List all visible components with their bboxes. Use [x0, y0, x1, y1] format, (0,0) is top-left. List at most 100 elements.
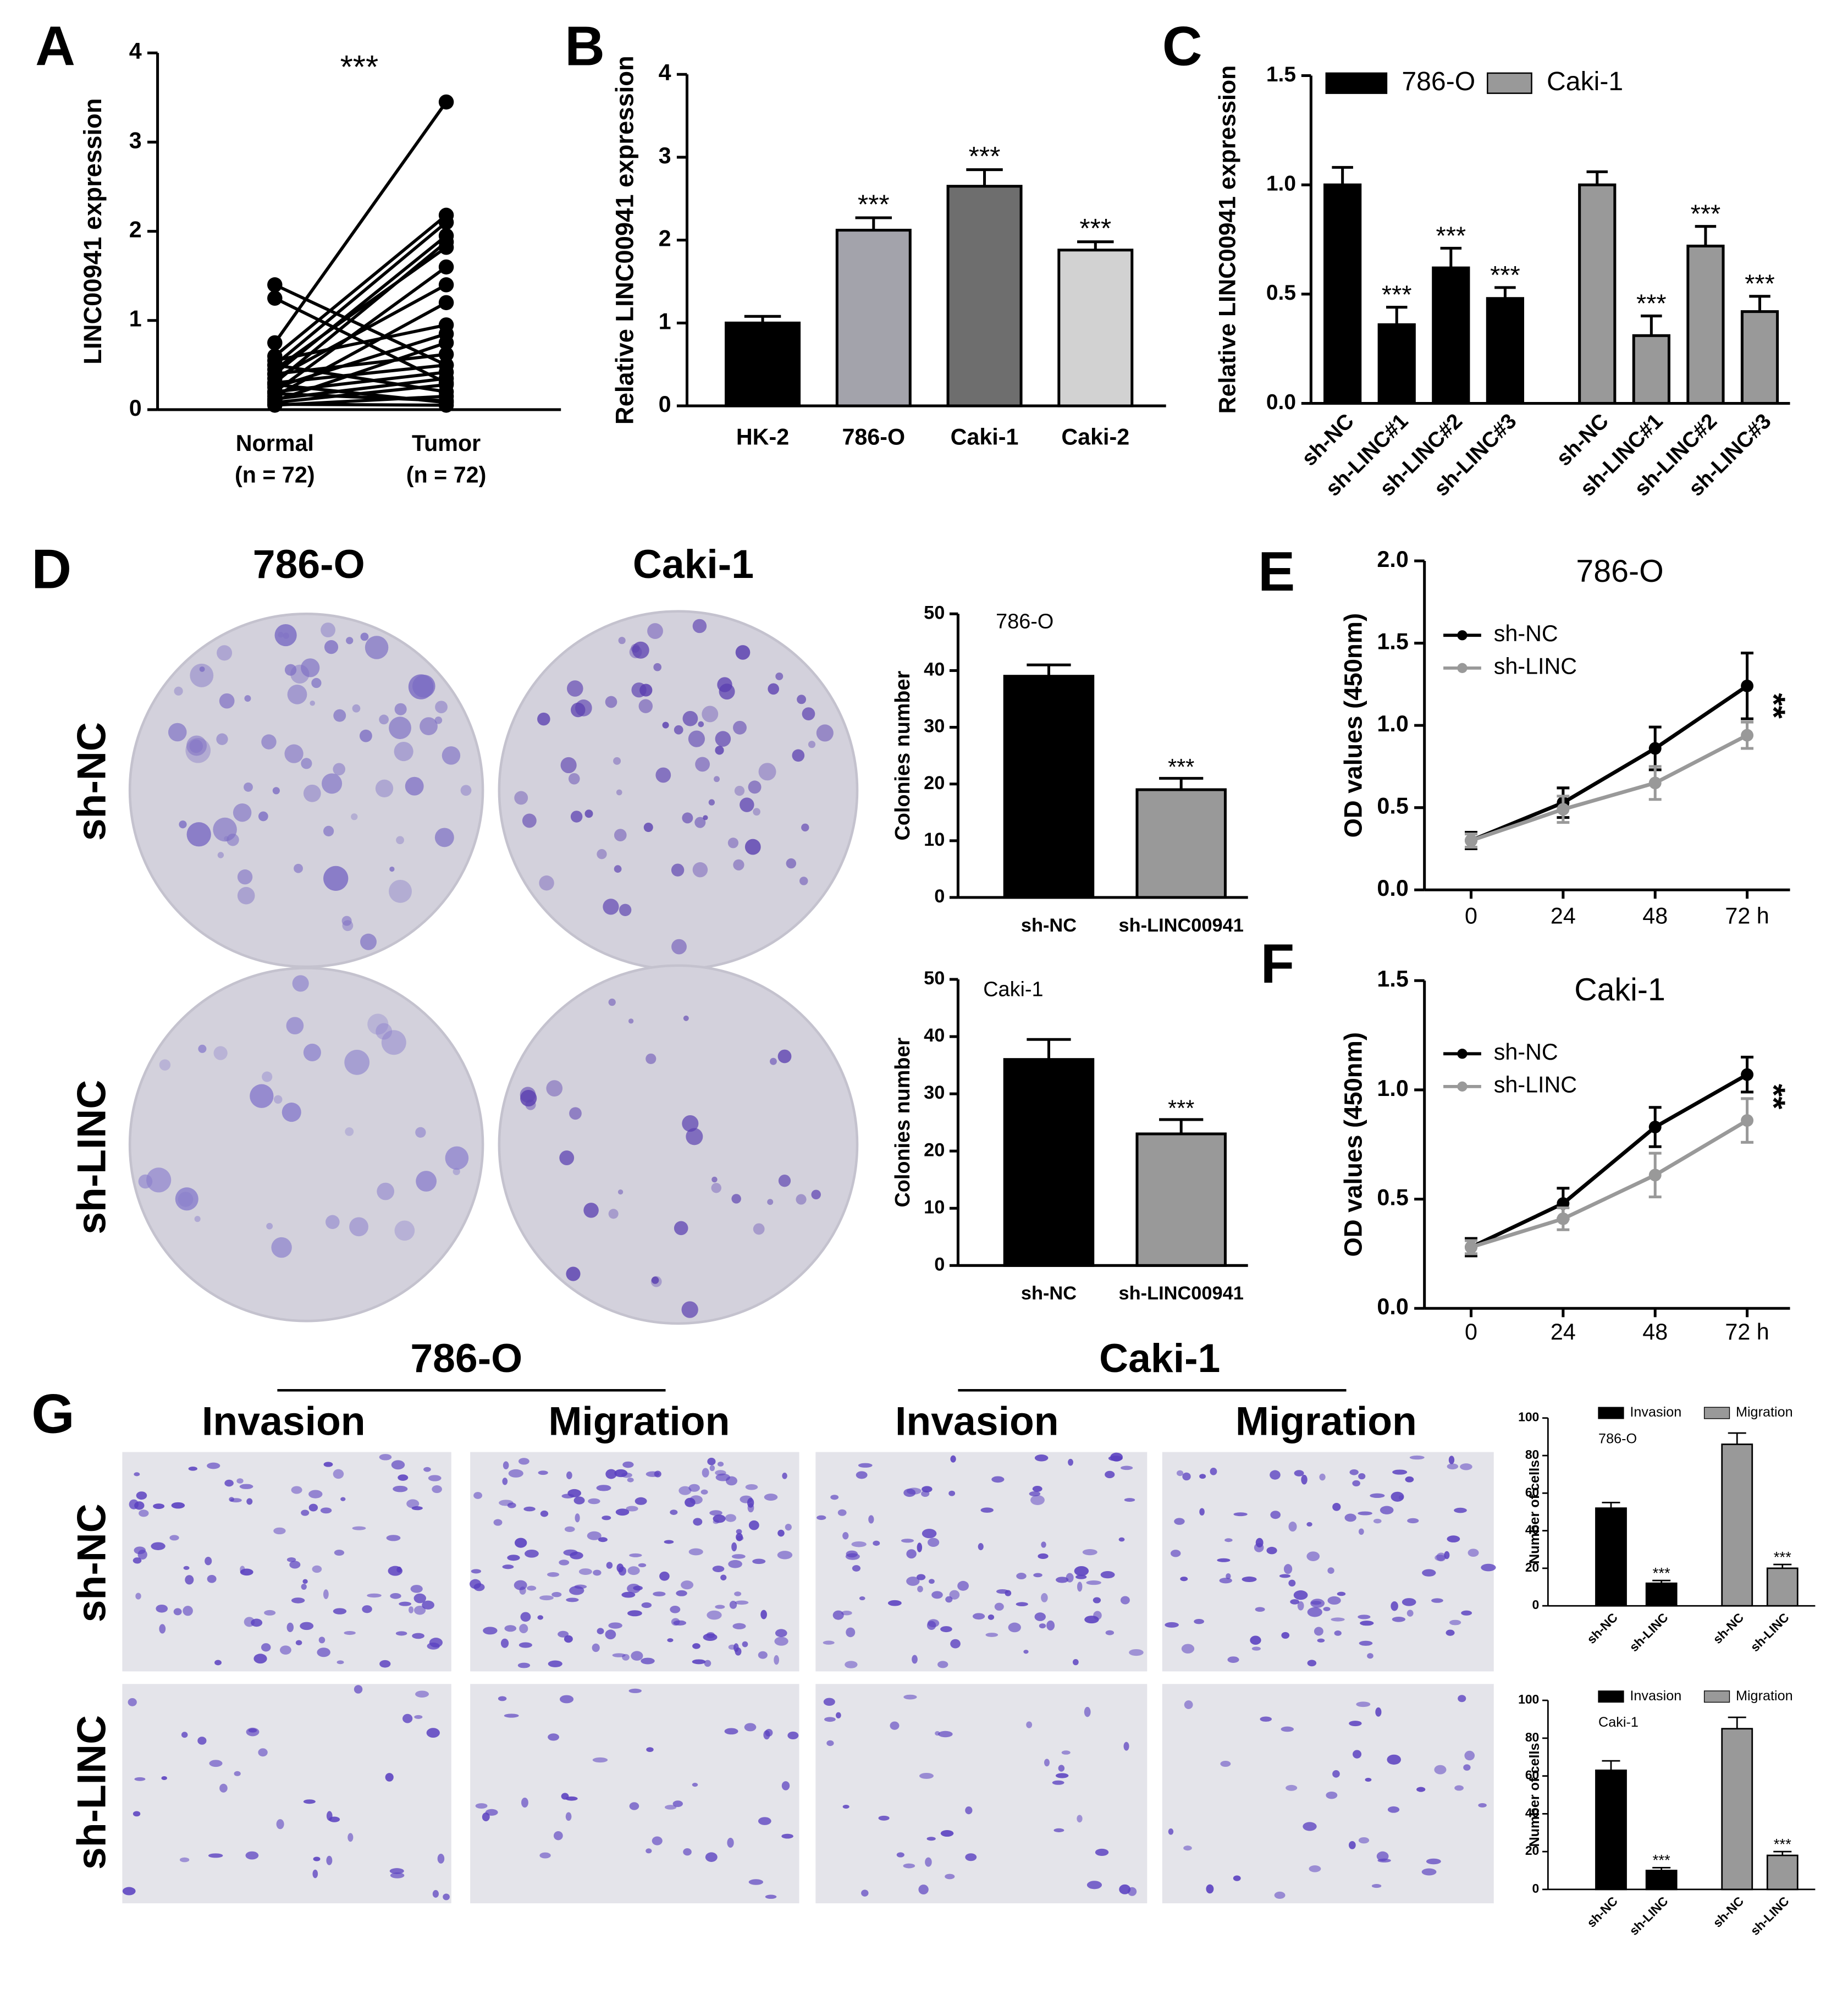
colony [186, 735, 207, 756]
significance: *** [1079, 213, 1111, 244]
cell [575, 1513, 580, 1523]
significance: *** [1774, 1836, 1791, 1853]
cell [706, 1632, 715, 1638]
cell [406, 1499, 420, 1508]
y-tick-label: 0 [1532, 1881, 1540, 1896]
pair-line [274, 246, 448, 371]
cell [646, 1848, 652, 1854]
cell [333, 1608, 347, 1615]
cell [1184, 1700, 1193, 1709]
cell [1360, 1621, 1374, 1626]
colony [301, 658, 320, 677]
cell [386, 1535, 401, 1541]
cell [1279, 1574, 1291, 1578]
cell [518, 1642, 532, 1648]
colony [767, 1199, 774, 1205]
cell [261, 1643, 271, 1652]
cell [1255, 1538, 1264, 1548]
cell [835, 1712, 841, 1718]
cell [443, 1893, 450, 1900]
cell [1074, 1566, 1089, 1576]
cell [538, 1470, 548, 1475]
colony [323, 825, 334, 836]
y-tick-label: 20 [924, 773, 945, 794]
bar [1686, 244, 1725, 405]
cell [1226, 1573, 1231, 1579]
y-tick-label: 0.5 [1377, 1185, 1408, 1210]
cell [765, 1728, 773, 1737]
cell [326, 1811, 333, 1821]
cell [179, 1857, 190, 1863]
cell [673, 1620, 687, 1626]
bar [1003, 675, 1095, 899]
cell [565, 1812, 572, 1821]
cell [692, 1643, 700, 1649]
cell [519, 1624, 528, 1634]
x-tick-label: sh-NC [1710, 1610, 1746, 1646]
colony [346, 637, 354, 644]
colony [614, 829, 627, 841]
cell [340, 1497, 346, 1501]
colony [345, 1127, 354, 1136]
cell [537, 1615, 544, 1620]
cell [399, 1601, 412, 1606]
cell [916, 1574, 926, 1580]
cell [1448, 1456, 1455, 1464]
cell [628, 1688, 642, 1693]
cell [1358, 1528, 1364, 1535]
cell [922, 1529, 937, 1539]
cell [1206, 1884, 1214, 1894]
cell [133, 1557, 142, 1564]
colony [323, 866, 349, 891]
cell [670, 1606, 681, 1613]
colony [284, 664, 297, 676]
point [438, 240, 454, 255]
cell [693, 1518, 703, 1526]
cell [980, 1507, 994, 1513]
legend-label: sh-NC [1494, 1039, 1558, 1065]
colony [520, 1089, 537, 1107]
cell [652, 1836, 663, 1845]
colony [603, 899, 619, 915]
significance: *** [1691, 200, 1721, 228]
cell [731, 1542, 737, 1552]
pair-line [274, 363, 447, 394]
cell [301, 1509, 310, 1516]
bar [725, 321, 801, 407]
bar [1721, 1443, 1753, 1607]
cell [1120, 1596, 1130, 1605]
colony [735, 645, 751, 660]
x-tick-label: sh-NC [1021, 1283, 1077, 1304]
cell [736, 1535, 744, 1541]
y-tick-label: 30 [924, 1082, 945, 1103]
colony [681, 1301, 698, 1318]
cell [1337, 1591, 1346, 1596]
cell [207, 1575, 217, 1583]
cell [525, 1549, 539, 1558]
cell [781, 1781, 790, 1790]
colony [698, 721, 704, 728]
cell [903, 1694, 917, 1700]
cell [1124, 1498, 1135, 1502]
cell [842, 1805, 849, 1809]
point [438, 259, 454, 275]
colony [227, 833, 239, 846]
colony [333, 763, 346, 776]
cell [246, 1727, 260, 1737]
x-tick-label: Caki-2 [1061, 425, 1129, 450]
y-tick-label: 0.5 [1377, 794, 1408, 819]
cell [704, 1660, 711, 1667]
cell [312, 1869, 318, 1878]
cell [1461, 1610, 1472, 1616]
cell [564, 1526, 575, 1532]
cell [1286, 1784, 1298, 1791]
colony [811, 1189, 821, 1200]
cell [1334, 1630, 1342, 1636]
cell [1458, 1695, 1466, 1703]
cell [715, 1605, 725, 1609]
cell [774, 1637, 788, 1646]
cell [845, 1661, 858, 1668]
colony [608, 1209, 619, 1219]
colony [646, 1053, 657, 1065]
colony [801, 823, 809, 831]
